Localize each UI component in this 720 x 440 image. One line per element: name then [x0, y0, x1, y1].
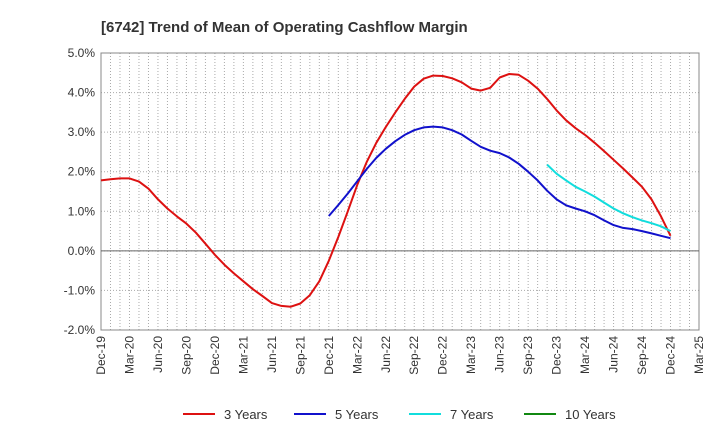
y-tick-label: 0.0%	[68, 244, 96, 258]
x-tick-label: Jun-22	[379, 336, 393, 373]
x-tick-label: Dec-22	[436, 336, 450, 375]
x-tick-label: Mar-20	[122, 336, 136, 374]
series-line-7-years	[546, 163, 671, 232]
x-tick-label: Sep-20	[179, 336, 193, 375]
plot-frame	[100, 52, 700, 331]
series-group	[100, 73, 672, 308]
x-tick-label: Jun-20	[151, 336, 165, 373]
chart-title: [6742] Trend of Mean of Operating Cashfl…	[101, 19, 468, 36]
x-tick-label: Mar-24	[578, 336, 592, 374]
legend: 3 Years 5 Years 7 Years 10 Years	[183, 407, 616, 422]
x-tick-label: Mar-23	[464, 336, 478, 374]
x-tick-label: Jun-24	[607, 336, 621, 373]
series-line-3-years	[100, 73, 672, 308]
y-tick-label: 3.0%	[68, 125, 96, 139]
legend-label: 5 Years	[335, 407, 379, 422]
x-tick-label: Mar-25	[692, 336, 706, 374]
x-tick-label: Dec-21	[322, 336, 336, 375]
y-axis: -2.0% -1.0% 0.0% 1.0% 2.0% 3.0% 4.0% 5.0%	[64, 46, 96, 337]
y-tick-label: -1.0%	[64, 283, 96, 297]
series-line-5-years	[328, 125, 671, 240]
legend-label: 7 Years	[450, 407, 494, 422]
x-tick-label: Jun-23	[493, 336, 507, 373]
y-tick-label: 4.0%	[68, 86, 96, 100]
y-tick-label: 2.0%	[68, 165, 96, 179]
y-tick-label: 5.0%	[68, 46, 96, 60]
x-tick-label: Sep-22	[407, 336, 421, 375]
y-tick-label: -2.0%	[64, 323, 96, 337]
x-tick-label: Sep-24	[635, 336, 649, 375]
grid	[100, 52, 700, 331]
legend-label: 3 Years	[224, 407, 268, 422]
x-tick-label: Dec-24	[664, 336, 678, 375]
x-tick-label: Mar-22	[350, 336, 364, 374]
x-tick-label: Sep-21	[293, 336, 307, 375]
y-tick-label: 1.0%	[68, 204, 96, 218]
x-tick-label: Dec-19	[94, 336, 108, 375]
x-axis: Dec-19 Mar-20 Jun-20 Sep-20 Dec-20 Mar-21 Jun-…	[94, 336, 706, 375]
legend-label: 10 Years	[565, 407, 616, 422]
x-tick-label: Dec-23	[550, 336, 564, 375]
x-tick-label: Jun-21	[265, 336, 279, 373]
x-tick-label: Sep-23	[521, 336, 535, 375]
x-tick-label: Mar-21	[236, 336, 250, 374]
x-tick-label: Dec-20	[208, 336, 222, 375]
